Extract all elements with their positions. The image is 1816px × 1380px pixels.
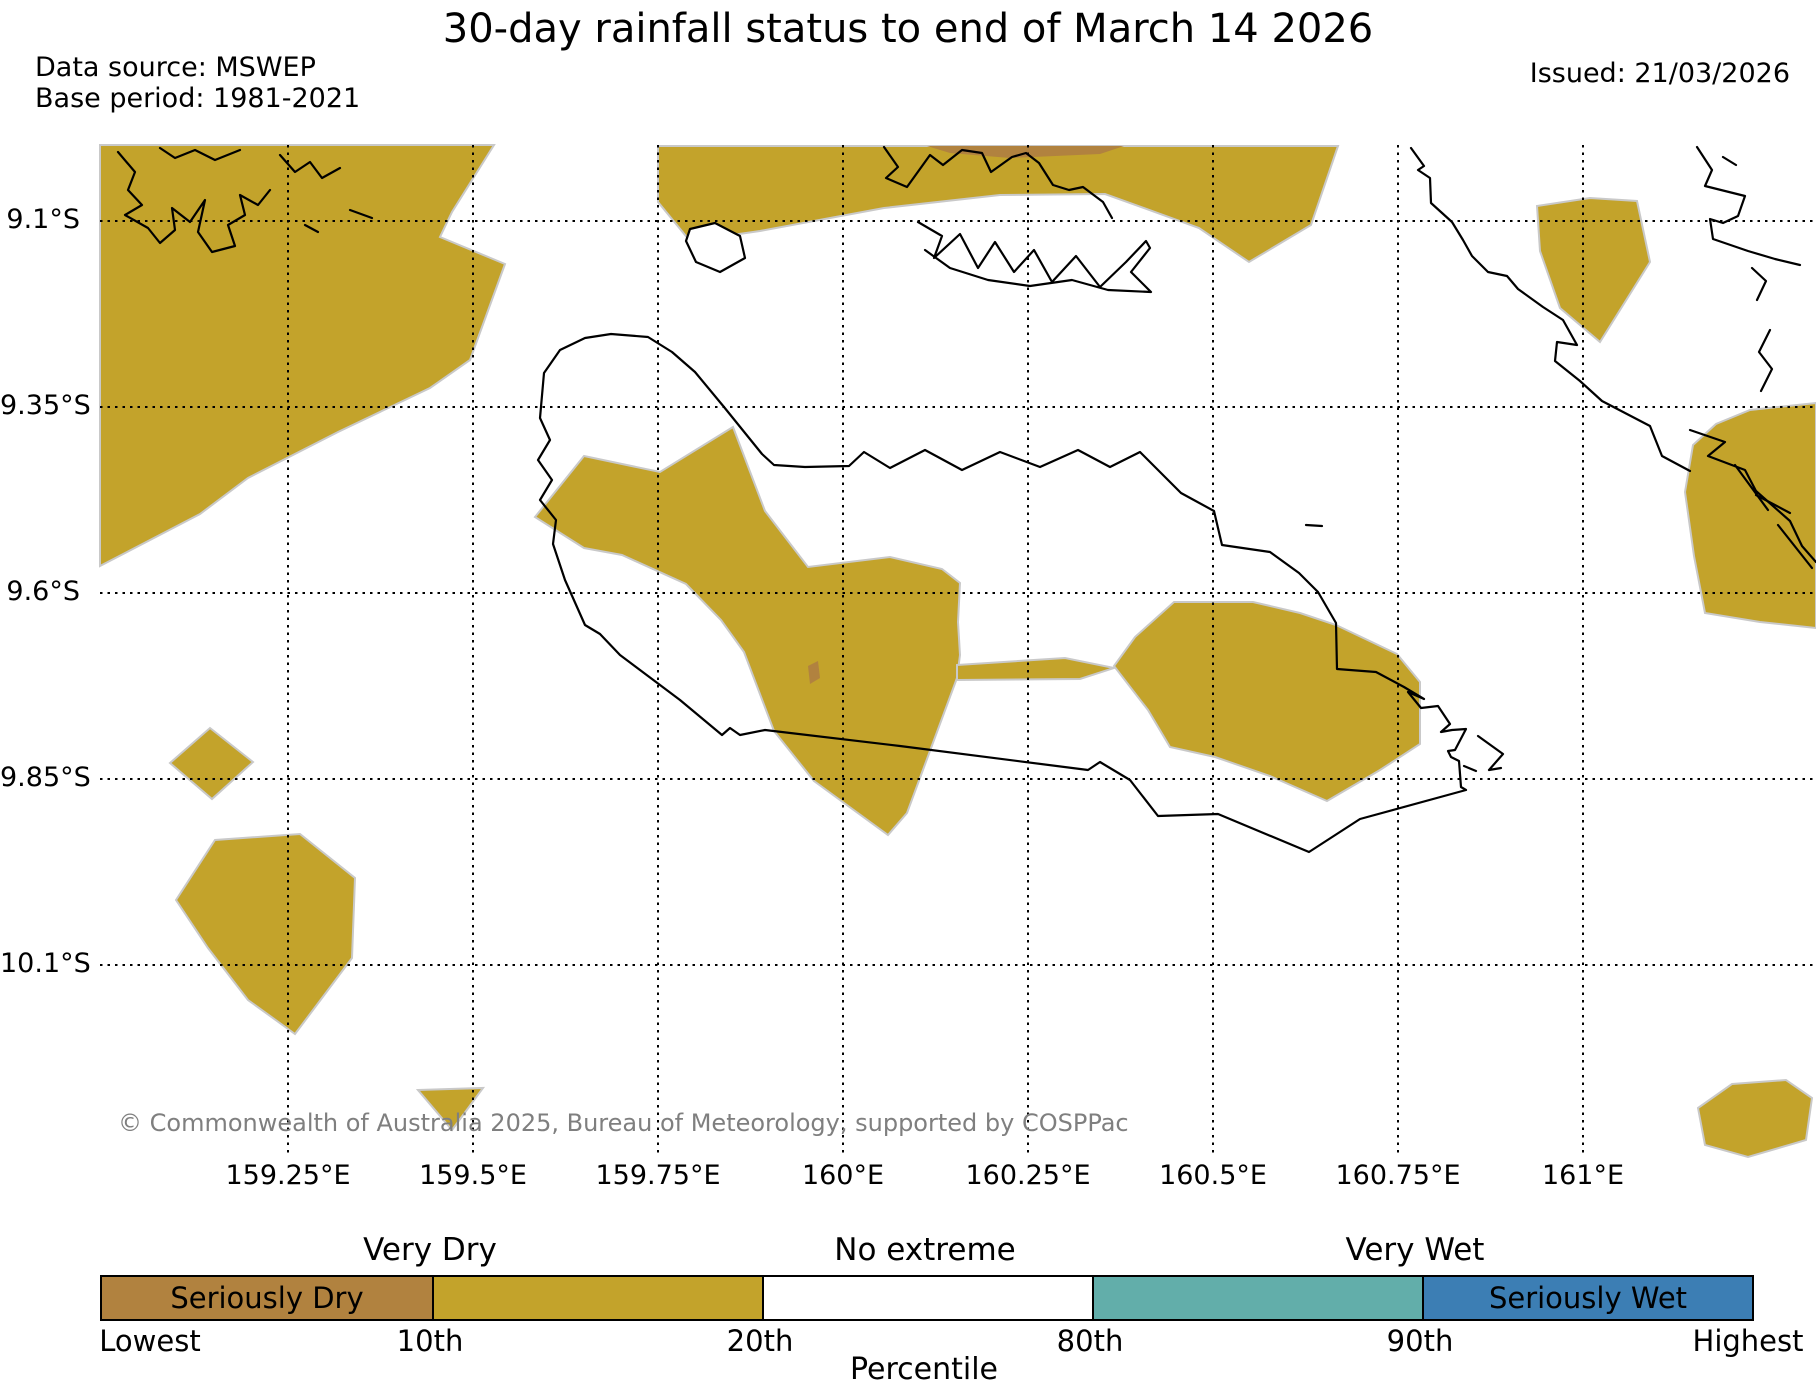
percentile-tick-80th: 80th (1056, 1324, 1124, 1358)
very-dry-region-central (533, 425, 962, 837)
very-dry-island-south-west (174, 832, 357, 1036)
colorbar-segment-seriously-dry: Seriously Dry (102, 1277, 432, 1319)
small-island-outline-white (684, 221, 747, 274)
marau-sound-islets (1462, 734, 1505, 773)
colorbar-segment-very-wet (1092, 1277, 1422, 1319)
lat-tick-label: 9.6°S (6, 576, 80, 607)
page-title: 30-day rainfall status to end of March 1… (442, 6, 1374, 52)
lat-tick-label: 9.1°S (6, 204, 80, 235)
legend-group-no-extreme: No extreme (834, 1232, 1016, 1268)
percentile-tick-20th: 20th (726, 1324, 794, 1358)
coastlines (116, 145, 1816, 854)
russell-islands-coastline (116, 150, 272, 254)
seriously-dry-label: Seriously Dry (170, 1281, 364, 1315)
very-dry-region-northwest (99, 144, 507, 568)
seriously-dry-dot-central (808, 661, 820, 684)
percentile-axis-title: Percentile (0, 1352, 1816, 1380)
very-dry-region-central-tail (956, 656, 1118, 682)
graticule-gridlines (100, 145, 1816, 1157)
legend-group-very-dry: Very Dry (363, 1232, 497, 1268)
header-meta: Data source: MSWEP Base period: 1981-202… (35, 52, 360, 114)
lon-tick-label: 160°E (801, 1160, 885, 1191)
seriously-wet-label: Seriously Wet (1488, 1281, 1688, 1315)
legend-group-very-wet: Very Wet (1345, 1232, 1485, 1268)
percentile-axis-label: Percentile (849, 1352, 998, 1380)
percentile-colorbar: Seriously Dry Seriously Wet (100, 1275, 1754, 1321)
russell-islands-fragments (158, 146, 374, 234)
lon-tick-label: 159.75°E (595, 1160, 721, 1191)
coast-dash-east-of-guadalcanal (1304, 523, 1324, 528)
colorbar-segment-seriously-wet: Seriously Wet (1422, 1277, 1752, 1319)
malaita-south-coastline-zigzag (1688, 428, 1816, 570)
lon-tick-label: 160.25°E (965, 1160, 1091, 1191)
lon-tick-label: 160.75°E (1335, 1160, 1461, 1191)
lon-tick-label: 159.25°E (225, 1160, 351, 1191)
malaita-west-coastline (1409, 146, 1692, 473)
base-period-label: Base period: 1981-2021 (35, 83, 361, 114)
percentile-tick-90th: 90th (1386, 1324, 1454, 1358)
very-dry-region-north-band (657, 145, 1340, 264)
very-dry-regions (99, 144, 1816, 1159)
issued-date-label: Issued: 21/03/2026 (1529, 58, 1790, 89)
lon-tick-label: 161°E (1541, 1160, 1625, 1191)
colorbar-segment-no-extreme (762, 1277, 1092, 1319)
very-dry-island-tiny-triangle (415, 1086, 486, 1132)
percentile-tick-10th: 10th (396, 1324, 464, 1358)
data-source-label: Data source: MSWEP (35, 52, 316, 83)
percentile-tick-lowest: Lowest (99, 1324, 201, 1358)
lat-tick-label: 10.1°S (0, 948, 91, 979)
florida-islands-north-coastline (882, 145, 1114, 220)
very-dry-region-east (1112, 601, 1421, 803)
very-dry-island-diamond (168, 726, 255, 801)
malaita-northeast-coastline (1695, 145, 1802, 267)
very-dry-region-bottom-right (1696, 1078, 1814, 1159)
lon-tick-label: 159.5°E (419, 1160, 527, 1191)
colorbar-segment-very-dry (432, 1277, 762, 1319)
right-edge-coast-fragments (1750, 266, 1792, 515)
lat-tick-label: 9.85°S (0, 762, 91, 793)
percentile-tick-highest: Highest (1692, 1324, 1804, 1358)
very-dry-region-malaita-kite (1535, 196, 1652, 344)
copyright-notice: © Commonwealth of Australia 2025, Bureau… (118, 1109, 1129, 1137)
lat-tick-label: 9.35°S (0, 390, 91, 421)
guadalcanal-coastline (536, 332, 1468, 854)
very-dry-region-right-edge (1683, 401, 1816, 630)
florida-islands-south-coastline (916, 220, 1153, 294)
lon-tick-label: 160.5°E (1159, 1160, 1267, 1191)
